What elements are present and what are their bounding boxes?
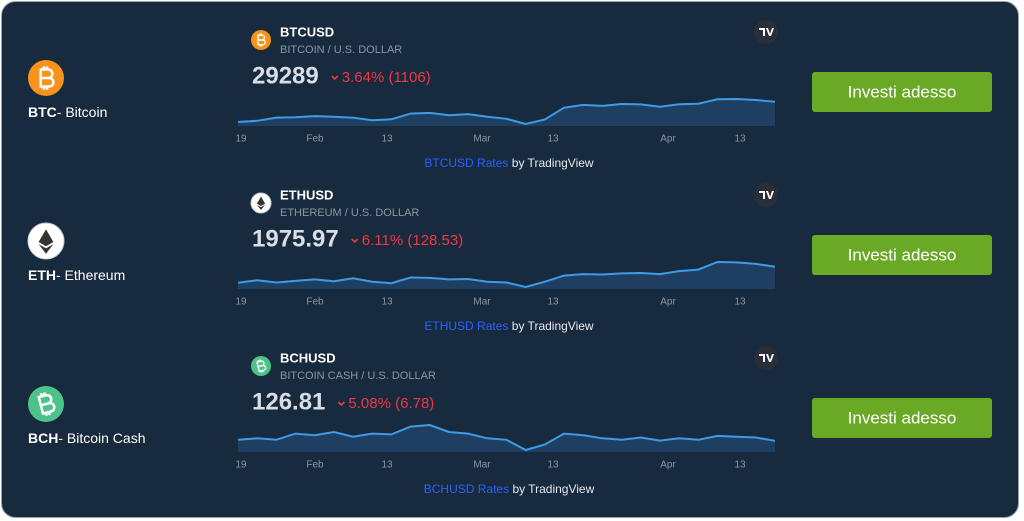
down-chevron xyxy=(337,401,345,407)
coin-name: - Ethereum xyxy=(56,267,125,283)
x-tick-label: 13 xyxy=(547,460,559,471)
coin-label: ETH- Ethereum xyxy=(28,267,125,283)
invest-button[interactable]: Investi adesso xyxy=(812,398,992,438)
eth-glyph xyxy=(256,196,266,211)
rates-link[interactable]: BTCUSD Rates xyxy=(424,156,508,170)
coin-icon xyxy=(28,386,64,422)
btc-glyph xyxy=(37,392,56,417)
x-tick-label: Mar xyxy=(473,460,491,471)
x-tick-label: Mar xyxy=(473,134,491,145)
price: 126.81 xyxy=(252,388,325,415)
x-tick-label: 13 xyxy=(381,460,393,471)
price-line xyxy=(237,423,776,452)
change: 6.11% (128.53) xyxy=(362,232,463,249)
pair: BITCOIN / U.S. DOLLAR xyxy=(280,44,402,56)
coin-icon xyxy=(27,222,65,260)
coin-symbol: BTC xyxy=(28,104,57,120)
coin-icon xyxy=(251,30,271,50)
by-tradingview: by TradingView xyxy=(512,156,594,170)
x-tick-label: Feb xyxy=(306,460,324,471)
x-tick-label: Feb xyxy=(306,134,324,145)
x-tick-label: 19 xyxy=(235,297,247,308)
rates-link[interactable]: ETHUSD Rates xyxy=(424,319,508,333)
by-tradingview: by TradingView xyxy=(512,319,594,333)
x-tick-label: 13 xyxy=(734,460,746,471)
button-label: Investi adesso xyxy=(848,82,957,101)
area xyxy=(238,425,775,452)
x-tick-label: 19 xyxy=(235,460,247,471)
coin-name: - Bitcoin Cash xyxy=(58,430,145,446)
row: BCH- Bitcoin Cash BCHUSD BITCOIN CASH / U.… xyxy=(28,346,992,496)
logo-glyph xyxy=(759,354,774,362)
logo-glyph xyxy=(759,191,774,199)
x-tick-label: 13 xyxy=(547,297,559,308)
price-line xyxy=(237,260,776,289)
ticker: ETHUSD xyxy=(280,187,333,202)
coin-icon xyxy=(250,192,272,214)
coin-label: BTC- Bitcoin xyxy=(28,104,107,120)
coin-symbol: ETH xyxy=(28,267,56,283)
price-line xyxy=(237,97,776,126)
tradingview-logo xyxy=(754,183,778,207)
button-bg xyxy=(812,235,992,275)
x-tick-label: 13 xyxy=(547,134,559,145)
area xyxy=(238,99,775,126)
button-label: Investi adesso xyxy=(848,408,957,427)
price: 1975.97 xyxy=(252,225,339,252)
x-tick-label: Feb xyxy=(306,297,324,308)
price: 29289 xyxy=(252,62,319,89)
logo-bg xyxy=(754,346,778,370)
ticker: BCHUSD xyxy=(280,350,336,365)
attribution: ETHUSD Rates by TradingView xyxy=(424,319,594,333)
btc-glyph xyxy=(256,359,267,373)
change: 5.08% (6.78) xyxy=(348,395,434,412)
button-bg xyxy=(812,72,992,112)
attribution: BTCUSD Rates by TradingView xyxy=(424,156,594,170)
row: ETH- Ethereum ETHUSD ETHEREUM / U.S. DOLLA… xyxy=(27,183,992,333)
eth-glyph xyxy=(38,229,54,254)
logo-glyph xyxy=(759,28,774,36)
down-chevron xyxy=(351,238,359,244)
pair: ETHEREUM / U.S. DOLLAR xyxy=(280,207,419,219)
x-tick-label: Apr xyxy=(660,134,676,145)
rates-link[interactable]: BCHUSD Rates xyxy=(424,482,509,496)
x-tick-label: Apr xyxy=(660,297,676,308)
change: 3.64% (1106) xyxy=(342,69,431,86)
button-bg xyxy=(812,398,992,438)
coin-icon xyxy=(28,60,64,96)
pair: BITCOIN CASH / U.S. DOLLAR xyxy=(280,370,436,382)
x-tick-label: 13 xyxy=(734,134,746,145)
x-tick-label: Mar xyxy=(473,297,491,308)
coin-icon xyxy=(251,356,271,376)
btc-glyph xyxy=(257,33,266,47)
coin-label: BCH- Bitcoin Cash xyxy=(28,430,146,446)
logo-bg xyxy=(754,183,778,207)
coin-symbol: BCH xyxy=(28,430,58,446)
x-tick-label: 13 xyxy=(381,134,393,145)
x-tick-label: 19 xyxy=(235,134,247,145)
invest-button[interactable]: Investi adesso xyxy=(812,235,992,275)
button-label: Investi adesso xyxy=(848,245,957,264)
coin-name: - Bitcoin xyxy=(57,104,108,120)
ticker: BTCUSD xyxy=(280,24,334,39)
logo-bg xyxy=(754,20,778,44)
attribution: BCHUSD Rates by TradingView xyxy=(424,482,595,496)
x-tick-label: Apr xyxy=(660,460,676,471)
invest-button[interactable]: Investi adesso xyxy=(812,72,992,112)
tradingview-logo xyxy=(754,346,778,370)
x-tick-label: 13 xyxy=(381,297,393,308)
x-tick-label: 13 xyxy=(734,297,746,308)
btc-glyph xyxy=(39,66,55,90)
row: BTC- Bitcoin BTCUSD BITCOIN / U.S. DOLLAR 2… xyxy=(28,20,992,170)
tradingview-logo xyxy=(754,20,778,44)
by-tradingview: by TradingView xyxy=(512,482,594,496)
down-chevron xyxy=(331,75,339,81)
